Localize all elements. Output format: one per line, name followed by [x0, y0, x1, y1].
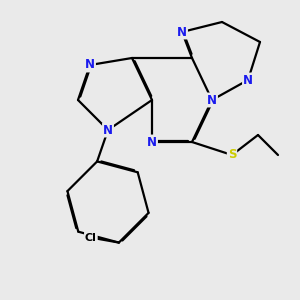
Text: N: N	[177, 26, 187, 38]
Text: N: N	[147, 136, 157, 148]
Text: N: N	[207, 94, 217, 106]
Text: N: N	[243, 74, 253, 86]
Text: Cl: Cl	[85, 232, 97, 243]
Text: S: S	[228, 148, 236, 161]
Text: N: N	[85, 58, 95, 71]
Text: N: N	[103, 124, 113, 136]
